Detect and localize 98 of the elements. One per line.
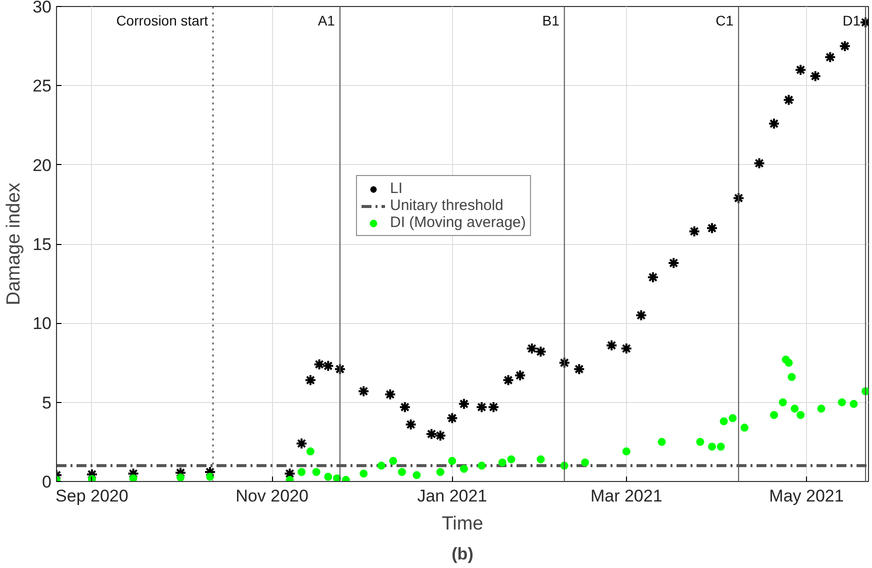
point [384, 388, 396, 400]
point [446, 412, 458, 424]
point [436, 468, 444, 476]
point [646, 271, 659, 284]
point [358, 385, 370, 398]
y-tick-label: 10 [32, 314, 52, 334]
point [620, 342, 632, 354]
point [573, 363, 586, 376]
ref-line-label: C1 [716, 12, 734, 28]
point [286, 476, 294, 482]
point [498, 458, 506, 466]
legend-label: DI (Moving average) [390, 214, 526, 231]
ref-line-label: B1 [542, 12, 560, 28]
point [770, 411, 778, 419]
y-axis-title: Damage index [4, 182, 25, 306]
y-tick-label: 25 [32, 76, 52, 96]
point [360, 470, 368, 478]
x-tick-label: Jan 2021 [417, 486, 488, 506]
point [768, 118, 780, 130]
point [732, 192, 745, 204]
point [706, 222, 718, 234]
point [668, 257, 680, 269]
point [850, 400, 858, 408]
legend-label: Unitary threshold [390, 197, 504, 214]
point [838, 40, 851, 52]
point [478, 462, 486, 470]
point [298, 468, 306, 476]
point [514, 369, 526, 382]
point [581, 458, 590, 466]
point [322, 360, 334, 372]
point [536, 455, 545, 464]
point [790, 404, 799, 413]
text: (b) [452, 544, 474, 564]
point [306, 447, 314, 456]
point [794, 64, 807, 76]
x-axis-title: Time [442, 514, 484, 534]
point [460, 464, 468, 473]
point [635, 309, 648, 322]
point [404, 418, 417, 430]
point [809, 70, 822, 82]
point [696, 438, 704, 446]
y-tick-label: 5 [42, 393, 52, 412]
point [398, 468, 406, 476]
point [788, 373, 796, 381]
point [817, 404, 826, 413]
point [708, 442, 716, 451]
point [534, 346, 547, 358]
point [658, 438, 666, 446]
legend-label: LI [390, 180, 404, 197]
x-tick-label: Nov 2020 [236, 486, 308, 506]
point [342, 476, 350, 482]
ref-line-label: D1 [842, 12, 861, 28]
point [398, 401, 411, 414]
point [488, 401, 500, 414]
ref-line-label: A1 [318, 12, 336, 28]
x-tick-label: May 2021 [769, 486, 844, 506]
point [476, 401, 488, 414]
point [622, 447, 630, 456]
y-tick-label: 20 [32, 156, 52, 175]
point [716, 442, 725, 451]
point [324, 472, 332, 481]
point [838, 398, 846, 406]
point [412, 471, 421, 480]
point [458, 398, 470, 410]
point [176, 474, 185, 482]
point [389, 456, 398, 465]
y-tick-label: 0 [42, 472, 52, 492]
point [824, 51, 836, 64]
point [507, 455, 516, 464]
point [129, 474, 138, 482]
point [558, 356, 570, 369]
point [526, 342, 538, 354]
point [434, 430, 446, 442]
point [312, 468, 320, 476]
point [778, 398, 787, 406]
point [740, 424, 748, 432]
x-tick-label: Mar 2021 [590, 486, 662, 506]
point [448, 456, 456, 465]
point [296, 438, 308, 450]
point [313, 358, 326, 370]
point [425, 428, 438, 440]
ref-line-label: Corrosion start [116, 12, 208, 28]
y-tick-label: 30 [32, 0, 52, 16]
point [502, 374, 514, 386]
point [606, 339, 618, 352]
point [728, 414, 737, 422]
point [753, 157, 766, 170]
point [796, 411, 805, 419]
y-tick-label: 15 [32, 235, 52, 254]
point [782, 94, 795, 106]
point [334, 363, 346, 376]
point [377, 462, 386, 470]
x-tick-label: Sep 2020 [56, 486, 128, 506]
point [688, 225, 700, 238]
point [304, 374, 316, 386]
point [720, 417, 728, 426]
point [784, 358, 793, 367]
point [206, 472, 214, 481]
